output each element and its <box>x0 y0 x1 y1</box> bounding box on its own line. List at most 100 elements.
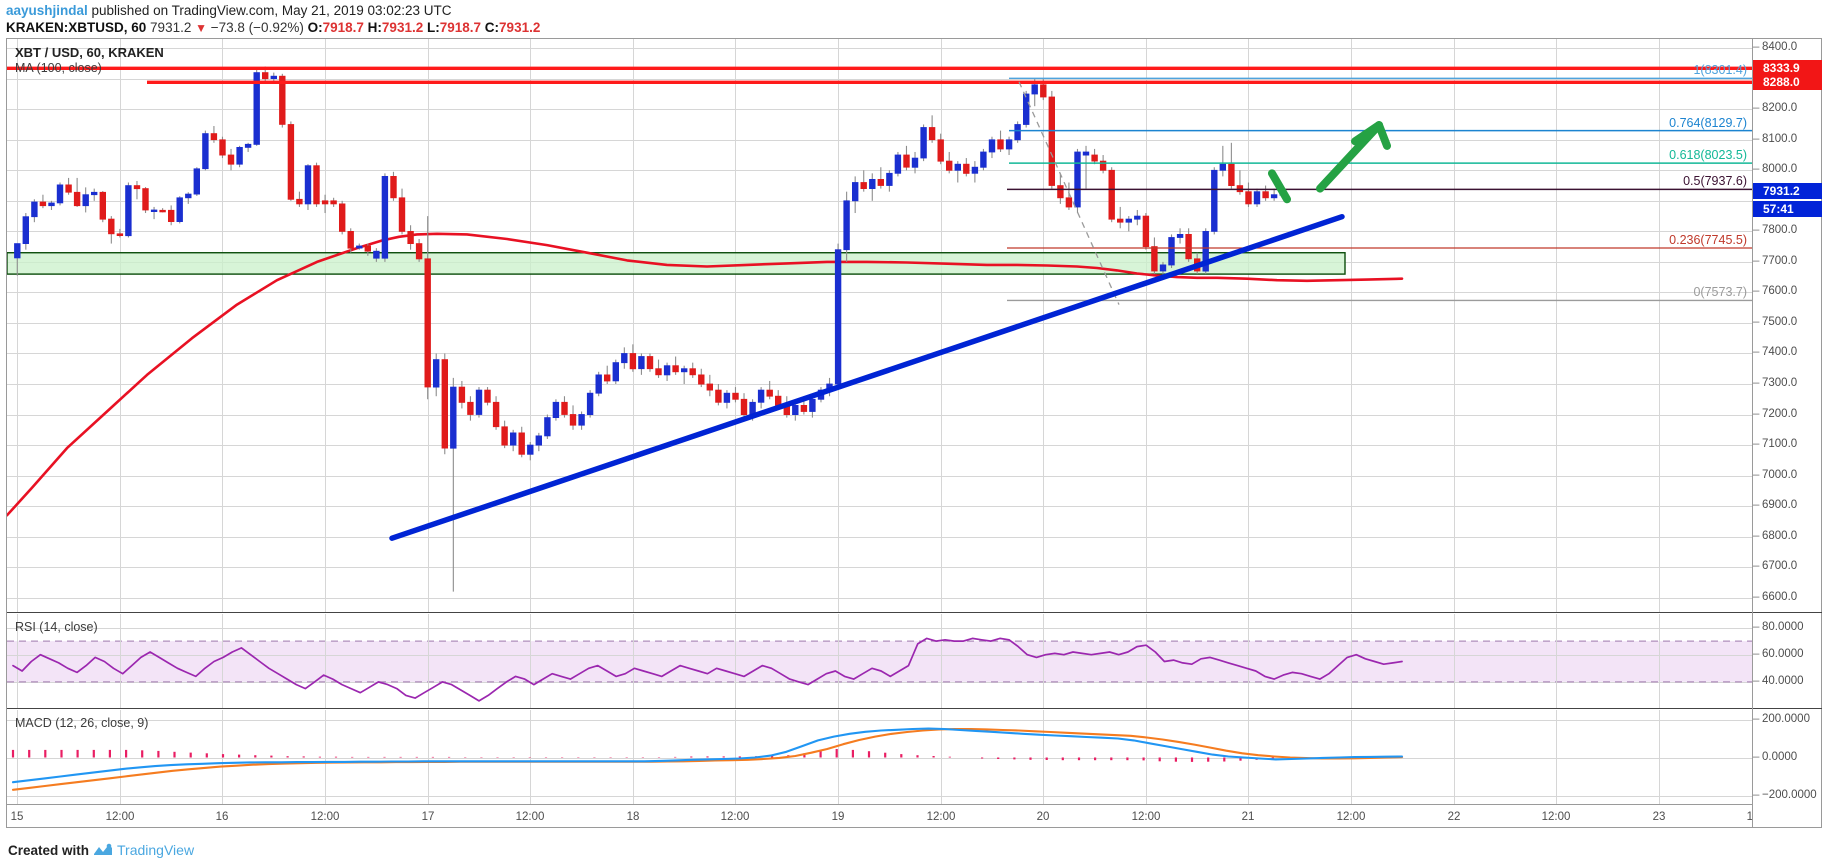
header-quote-line: KRAKEN:XBTUSD, 60 7931.2 ▼ −73.8 (−0.92%… <box>6 19 1828 37</box>
time-axis-label: 17 <box>421 811 435 823</box>
price-pane-title: XBT / USD, 60, KRAKEN <box>15 45 164 60</box>
fib-level-label-4: 0.236(7745.5) <box>1669 232 1747 247</box>
price-chart-canvas[interactable] <box>7 39 1753 613</box>
price-axis-badge: 8288.0 <box>1753 74 1822 91</box>
macd-axis-tick: – −200.0000 <box>1753 788 1817 801</box>
tradingview-brand-name[interactable]: TradingView <box>117 842 195 858</box>
price-axis-tick: –8100.0 <box>1753 132 1798 145</box>
fib-level-label-0: 1(8301.4) <box>1693 63 1747 78</box>
price-axis-tick: –7400.0 <box>1753 346 1798 359</box>
rsi-axis-tick: –60.0000 <box>1753 647 1804 660</box>
price-axis-tick-label: 8200.0 <box>1762 102 1798 115</box>
last-price: 7931.2 <box>150 20 192 35</box>
price-axis-tick-label: 7400.0 <box>1762 346 1798 359</box>
price-axis-tick-label: 7500.0 <box>1762 315 1798 328</box>
time-axis-label: 20 <box>1036 811 1050 823</box>
time-axis-label: 12:00 <box>310 811 340 823</box>
publish-info: published on TradingView.com, May 21, 20… <box>87 3 452 18</box>
price-axis-badge: 57:41 <box>1753 201 1822 218</box>
price-axis-tick-label: 8400.0 <box>1762 41 1798 54</box>
macd-axis-tick-label: 200.0000 <box>1762 712 1810 725</box>
macd-axis-tick-label: −200.0000 <box>1762 788 1817 801</box>
price-axis-tick-label: 6800.0 <box>1762 529 1798 542</box>
price-axis-tick: –8000.0 <box>1753 163 1798 176</box>
time-axis-label: 19 <box>831 811 845 823</box>
time-axis[interactable]: 15 12:00 16 12:00 17 12:00 18 12:00 19 12:00 20 12:… <box>7 806 1776 828</box>
price-axis-tick: –8400.0 <box>1753 41 1798 54</box>
low-label: L: <box>426 20 440 35</box>
price-axis-tick-label: 6900.0 <box>1762 499 1798 512</box>
tradingview-logo-icon <box>93 843 113 857</box>
price-axis-badge: 7931.2 <box>1753 183 1822 200</box>
price-value-axis[interactable]: –8400.0 –8200.0 –8100.0 –8000.0 –7800.0 –7700… <box>1753 39 1822 613</box>
rsi-chart-canvas[interactable] <box>7 614 1753 709</box>
created-with-label: Created with <box>8 842 90 858</box>
price-axis-tick-label: 8100.0 <box>1762 132 1798 145</box>
chart-header: aayushjindal published on TradingView.co… <box>0 0 1828 36</box>
high-value: 7931.2 <box>381 20 424 35</box>
price-axis-tick-label: 6700.0 <box>1762 560 1798 573</box>
time-axis-label: 15 <box>10 811 24 823</box>
price-axis-tick-label: 7600.0 <box>1762 285 1798 298</box>
price-axis-tick: –7000.0 <box>1753 468 1798 481</box>
time-axis-label: 12:00 <box>515 811 545 823</box>
time-axis-label: 12:00 <box>105 811 135 823</box>
time-axis-label: 22 <box>1447 811 1461 823</box>
value-axis-column[interactable]: –8400.0 –8200.0 –8100.0 –8000.0 –7800.0 –7700… <box>1752 39 1822 827</box>
author-name[interactable]: aayushjindal <box>6 3 88 18</box>
price-axis-tick-label: 7800.0 <box>1762 224 1798 237</box>
macd-indicator-title[interactable]: MACD (12, 26, close, 9) <box>15 716 149 730</box>
price-axis-tick: –7100.0 <box>1753 438 1798 451</box>
rsi-axis-tick: –40.0000 <box>1753 674 1804 687</box>
price-axis-tick-label: 6600.0 <box>1762 590 1798 603</box>
rsi-value-axis[interactable]: –80.0000 –60.0000 –40.0000 <box>1753 614 1822 709</box>
price-axis-tick: –6700.0 <box>1753 560 1798 573</box>
open-value: 7918.7 <box>322 20 364 35</box>
rsi-axis-tick-label: 40.0000 <box>1762 674 1804 687</box>
high-label: H: <box>367 20 382 35</box>
price-axis-tick: –7600.0 <box>1753 285 1798 298</box>
macd-axis-tick: –200.0000 <box>1753 712 1810 725</box>
header-publish-line: aayushjindal published on TradingView.co… <box>6 3 1828 19</box>
symbol-interval[interactable]: KRAKEN:XBTUSD, 60 <box>6 20 147 35</box>
macd-value-axis[interactable]: –200.0000 –0.0000 – −200.0000 <box>1753 710 1822 805</box>
time-axis-label: 12:00 <box>720 811 750 823</box>
chart-frame: XBT / USD, 60, KRAKEN MA (100, close) 1(… <box>6 38 1822 828</box>
time-axis-label: 12:00 <box>1336 811 1366 823</box>
price-axis-tick: –7800.0 <box>1753 224 1798 237</box>
price-axis-tick: –7700.0 <box>1753 254 1798 267</box>
price-axis-tick-label: 7100.0 <box>1762 438 1798 451</box>
price-axis-badge: 8333.9 <box>1753 60 1822 77</box>
fib-level-label-5: 0(7573.7) <box>1693 285 1747 300</box>
price-change: −73.8 (−0.92%) <box>210 20 304 35</box>
price-axis-tick-label: 8000.0 <box>1762 163 1798 176</box>
rsi-pane[interactable]: RSI (14, close) <box>7 614 1753 709</box>
time-axis-label: 12:00 <box>1131 811 1161 823</box>
macd-axis-tick: –0.0000 <box>1753 750 1798 763</box>
time-axis-label: 16 <box>215 811 229 823</box>
price-pane[interactable]: XBT / USD, 60, KRAKEN MA (100, close) 1(… <box>7 39 1753 613</box>
price-axis-tick: –6900.0 <box>1753 499 1798 512</box>
time-axis-label: 23 <box>1652 811 1666 823</box>
price-axis-tick: –6800.0 <box>1753 529 1798 542</box>
price-axis-tick: –7500.0 <box>1753 315 1798 328</box>
price-axis-tick-label: 7000.0 <box>1762 468 1798 481</box>
time-axis-label: 12:00 <box>926 811 956 823</box>
time-axis-label: 18 <box>626 811 640 823</box>
fib-level-label-3: 0.5(7937.6) <box>1683 174 1747 189</box>
low-value: 7918.7 <box>439 20 482 35</box>
macd-pane[interactable]: MACD (12, 26, close, 9) <box>7 710 1753 805</box>
ma-indicator-title[interactable]: MA (100, close) <box>15 61 102 75</box>
rsi-axis-tick-label: 80.0000 <box>1762 620 1804 633</box>
price-axis-tick-label: 7700.0 <box>1762 254 1798 267</box>
price-axis-tick: –8200.0 <box>1753 102 1798 115</box>
rsi-indicator-title[interactable]: RSI (14, close) <box>15 620 98 634</box>
rsi-axis-tick: –80.0000 <box>1753 620 1804 633</box>
fib-level-label-1: 0.764(8129.7) <box>1669 115 1747 130</box>
price-axis-tick: –7200.0 <box>1753 407 1798 420</box>
close-value: 7931.2 <box>499 20 541 35</box>
macd-chart-canvas[interactable] <box>7 710 1753 805</box>
close-label: C: <box>484 20 500 35</box>
price-axis-tick: –7300.0 <box>1753 377 1798 389</box>
